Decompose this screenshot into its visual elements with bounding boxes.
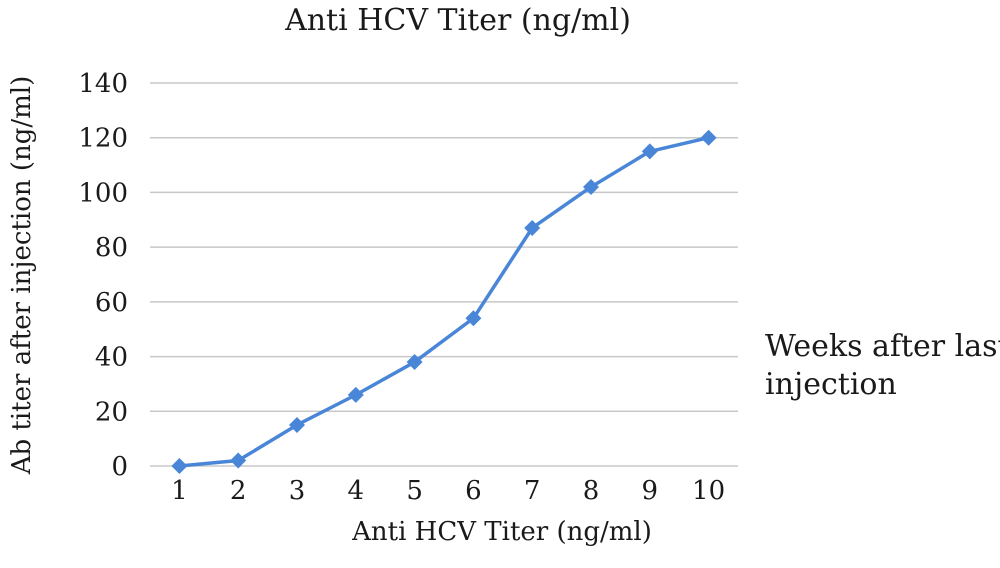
y-tick-label: 60	[95, 288, 128, 318]
x-tick-label: 6	[465, 476, 482, 506]
x-tick-label: 2	[230, 476, 247, 506]
y-tick-label: 20	[95, 397, 128, 427]
x-tick-label: 9	[642, 476, 659, 506]
data-point-marker	[347, 386, 364, 403]
y-tick-label: 0	[111, 452, 128, 482]
y-axis-title: Ab titer after injection (ng/ml)	[7, 76, 37, 476]
data-point-marker	[641, 143, 658, 160]
gridlines	[150, 82, 738, 467]
x-tick-label: 3	[289, 476, 306, 506]
y-tick-label: 120	[78, 124, 128, 154]
x-tick-label: 4	[348, 476, 365, 506]
data-point-marker	[289, 416, 305, 433]
data-point-marker	[171, 458, 188, 474]
legend-entry-line-1: Weeks after last	[765, 329, 1000, 364]
x-tick-label: 7	[524, 476, 541, 506]
x-axis-title: Anti HCV Titer (ng/ml)	[351, 517, 652, 547]
series-group	[171, 129, 717, 474]
legend: Weeks after last injection	[765, 329, 1000, 402]
x-axis-ticks: 1 2 3 4 5 6 7 8 9 10	[171, 476, 725, 506]
y-tick-label: 40	[95, 343, 128, 373]
y-tick-label: 100	[78, 178, 128, 208]
data-point-marker	[230, 452, 247, 469]
data-point-marker	[524, 219, 541, 236]
y-tick-label: 140	[78, 69, 128, 99]
y-axis-ticks: 0 20 40 60 80 100 120 140	[78, 69, 128, 482]
legend-entry-line-2: injection	[765, 367, 897, 402]
chart-title: Anti HCV Titer (ng/ml)	[284, 3, 631, 38]
x-tick-label: 1	[171, 476, 188, 506]
x-tick-label: 5	[406, 476, 423, 506]
y-tick-label: 80	[95, 233, 128, 263]
series-line	[179, 136, 709, 468]
data-point-marker	[465, 310, 482, 327]
data-point-marker	[583, 178, 599, 195]
x-tick-label: 8	[583, 476, 600, 506]
data-point-marker	[406, 354, 423, 371]
x-tick-label: 10	[692, 476, 725, 506]
data-point-marker	[700, 129, 717, 146]
